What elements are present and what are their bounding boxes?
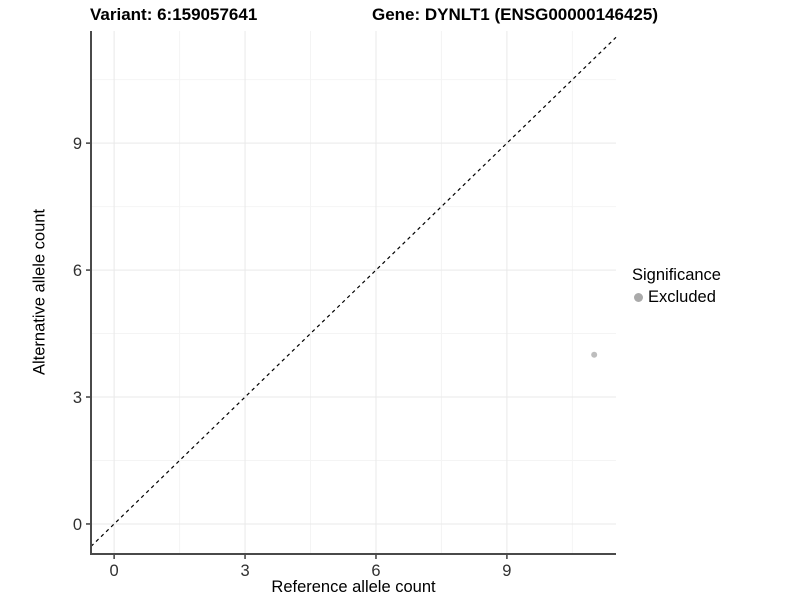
plot-title-gene: Gene: DYNLT1 (ENSG00000146425) xyxy=(372,5,658,24)
legend-entry-excluded: Excluded xyxy=(632,288,721,307)
y-tick-label: 3 xyxy=(73,389,82,407)
plot-title-variant: Variant: 6:159057641 xyxy=(90,5,258,24)
x-tick-label: 3 xyxy=(240,562,249,580)
legend: Significance Excluded xyxy=(632,266,721,307)
excluded-point-icon xyxy=(634,293,643,302)
x-tick-label: 9 xyxy=(502,562,511,580)
x-tick-label: 0 xyxy=(110,562,119,580)
legend-title: Significance xyxy=(632,266,721,284)
y-axis-title: Alternative allele count xyxy=(30,208,49,376)
identity-dashed-line xyxy=(90,36,617,547)
y-tick-label: 0 xyxy=(73,516,82,534)
legend-entry-label: Excluded xyxy=(648,288,716,306)
data-point xyxy=(591,351,598,358)
y-tick-label: 6 xyxy=(73,262,82,280)
y-tick-label: 9 xyxy=(73,135,82,153)
x-tick-label: 6 xyxy=(371,562,380,580)
x-axis-title: Reference allele count xyxy=(271,578,436,596)
